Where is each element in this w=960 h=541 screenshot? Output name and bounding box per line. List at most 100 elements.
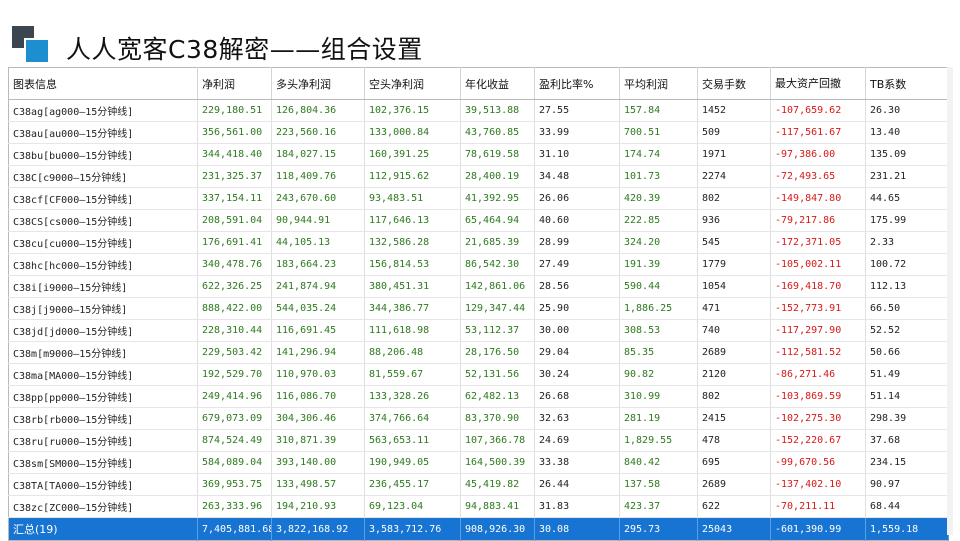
cell-trade-lots: 2120: [697, 363, 771, 386]
cell-chart-info: C38pp[pp000—15分钟线]: [8, 385, 198, 408]
column-header-max-drawdown[interactable]: 最大资产回撤: [770, 67, 866, 100]
table-row[interactable]: C38pp[pp000—15分钟线] 249,414.96 116,086.70 13…: [8, 385, 949, 408]
table-row[interactable]: C38cf[CF000—15分钟线] 337,154.11 243,670.60 93…: [8, 187, 949, 210]
table-row[interactable]: C38ma[MA000—15分钟线] 192,529.70 110,970.03 81…: [8, 363, 949, 386]
cell-win-rate: 28.56: [534, 275, 620, 298]
cell-trade-lots: 545: [697, 231, 771, 254]
cell-avg-profit: 1,886.25: [619, 297, 698, 320]
cell-max-drawdown: -169,418.70: [770, 275, 866, 298]
table-row[interactable]: C38sm[SM000—15分钟线] 584,089.04 393,140.00 19…: [8, 451, 949, 474]
cell-annual-return: 129,347.44: [460, 297, 535, 320]
table-row[interactable]: C38m[m9000—15分钟线] 229,503.42 141,296.94 88,…: [8, 341, 949, 364]
table-row[interactable]: C38CS[cs000—15分钟线] 208,591.04 90,944.91 117…: [8, 209, 949, 232]
cell-win-rate: 30.24: [534, 363, 620, 386]
cell-long-net-profit: 44,105.13: [271, 231, 365, 254]
cell-avg-profit: 423.37: [619, 495, 698, 518]
cell-max-drawdown: -102,275.30: [770, 407, 866, 430]
table-total-row[interactable]: 汇总(19) 7,405,881.68 3,822,168.92 3,583,712.…: [8, 517, 949, 541]
total-cell-chart-info: 汇总(19): [8, 517, 198, 541]
cell-avg-profit: 700.51: [619, 121, 698, 144]
total-cell-annual-return: 908,926.30: [460, 517, 535, 541]
table-row[interactable]: C38TA[TA000—15分钟线] 369,953.75 133,498.57 23…: [8, 473, 949, 496]
cell-win-rate: 27.55: [534, 99, 620, 122]
cell-short-net-profit: 160,391.25: [364, 143, 461, 166]
cell-long-net-profit: 118,409.76: [271, 165, 365, 188]
table-body: C38ag[ag000—15分钟线] 229,180.51 126,804.36 10…: [8, 99, 949, 541]
cell-long-net-profit: 116,086.70: [271, 385, 365, 408]
cell-trade-lots: 695: [697, 451, 771, 474]
cell-win-rate: 33.99: [534, 121, 620, 144]
cell-short-net-profit: 111,618.98: [364, 319, 461, 342]
cell-trade-lots: 622: [697, 495, 771, 518]
cell-trade-lots: 1452: [697, 99, 771, 122]
column-header-chart-info[interactable]: 图表信息: [8, 67, 198, 100]
cell-chart-info: C38i[i9000—15分钟线]: [8, 275, 198, 298]
table-row[interactable]: C38ag[ag000—15分钟线] 229,180.51 126,804.36 10…: [8, 99, 949, 122]
column-header-short-net-profit[interactable]: 空头净利润: [364, 67, 461, 100]
column-header-win-rate[interactable]: 盈利比率%: [534, 67, 620, 100]
cell-annual-return: 142,861.06: [460, 275, 535, 298]
cell-chart-info: C38C[c9000—15分钟线]: [8, 165, 198, 188]
cell-avg-profit: 324.20: [619, 231, 698, 254]
table-row[interactable]: C38bu[bu000—15分钟线] 344,418.40 184,027.15 16…: [8, 143, 949, 166]
cell-tb-coefficient: 44.65: [865, 187, 949, 210]
cell-chart-info: C38cu[cu000—15分钟线]: [8, 231, 198, 254]
cell-tb-coefficient: 2.33: [865, 231, 949, 254]
column-header-avg-profit[interactable]: 平均利润: [619, 67, 698, 100]
cell-win-rate: 31.10: [534, 143, 620, 166]
cell-max-drawdown: -112,581.52: [770, 341, 866, 364]
cell-max-drawdown: -149,847.80: [770, 187, 866, 210]
cell-net-profit: 622,326.25: [197, 275, 272, 298]
total-cell-max-drawdown: -601,390.99: [770, 517, 866, 541]
cell-net-profit: 176,691.41: [197, 231, 272, 254]
cell-annual-return: 62,482.13: [460, 385, 535, 408]
cell-short-net-profit: 190,949.05: [364, 451, 461, 474]
column-header-trade-lots[interactable]: 交易手数: [697, 67, 771, 100]
cell-annual-return: 21,685.39: [460, 231, 535, 254]
cell-annual-return: 45,419.82: [460, 473, 535, 496]
cell-tb-coefficient: 50.66: [865, 341, 949, 364]
table-row[interactable]: C38hc[hc000—15分钟线] 340,478.76 183,664.23 15…: [8, 253, 949, 276]
vertical-scrollbar[interactable]: [947, 67, 953, 535]
cell-avg-profit: 590.44: [619, 275, 698, 298]
cell-max-drawdown: -72,493.65: [770, 165, 866, 188]
table-row[interactable]: C38j[j9000—15分钟线] 888,422.00 544,035.24 344…: [8, 297, 949, 320]
column-header-annual-return[interactable]: 年化收益: [460, 67, 535, 100]
cell-win-rate: 24.69: [534, 429, 620, 452]
cell-annual-return: 65,464.94: [460, 209, 535, 232]
cell-chart-info: C38TA[TA000—15分钟线]: [8, 473, 198, 496]
cell-win-rate: 34.48: [534, 165, 620, 188]
total-cell-tb-coefficient: 1,559.18: [865, 517, 949, 541]
cell-tb-coefficient: 175.99: [865, 209, 949, 232]
table-row[interactable]: C38rb[rb000—15分钟线] 679,073.09 304,306.46 37…: [8, 407, 949, 430]
table-row[interactable]: C38au[au000—15分钟线] 356,561.00 223,560.16 13…: [8, 121, 949, 144]
cell-win-rate: 26.06: [534, 187, 620, 210]
cell-net-profit: 340,478.76: [197, 253, 272, 276]
table-row[interactable]: C38jd[jd000—15分钟线] 228,310.44 116,691.45 11…: [8, 319, 949, 342]
table-row[interactable]: C38zc[ZC000—15分钟线] 263,333.96 194,210.93 69…: [8, 495, 949, 518]
table-row[interactable]: C38C[c9000—15分钟线] 231,325.37 118,409.76 112…: [8, 165, 949, 188]
cell-net-profit: 369,953.75: [197, 473, 272, 496]
cell-chart-info: C38j[j9000—15分钟线]: [8, 297, 198, 320]
column-header-long-net-profit[interactable]: 多头净利润: [271, 67, 365, 100]
cell-trade-lots: 1054: [697, 275, 771, 298]
total-cell-avg-profit: 295.73: [619, 517, 698, 541]
cell-trade-lots: 1779: [697, 253, 771, 276]
cell-net-profit: 888,422.00: [197, 297, 272, 320]
cell-net-profit: 337,154.11: [197, 187, 272, 210]
table-row[interactable]: C38ru[ru000—15分钟线] 874,524.49 310,871.39 56…: [8, 429, 949, 452]
cell-chart-info: C38sm[SM000—15分钟线]: [8, 451, 198, 474]
column-header-net-profit[interactable]: 净利润: [197, 67, 272, 100]
column-header-tb-coefficient[interactable]: TB系数: [865, 67, 949, 100]
stacked-squares-icon: [12, 26, 50, 64]
cell-long-net-profit: 393,140.00: [271, 451, 365, 474]
cell-net-profit: 263,333.96: [197, 495, 272, 518]
cell-short-net-profit: 93,483.51: [364, 187, 461, 210]
cell-tb-coefficient: 37.68: [865, 429, 949, 452]
cell-net-profit: 249,414.96: [197, 385, 272, 408]
cell-long-net-profit: 243,670.60: [271, 187, 365, 210]
table-row[interactable]: C38cu[cu000—15分钟线] 176,691.41 44,105.13 132…: [8, 231, 949, 254]
cell-trade-lots: 2415: [697, 407, 771, 430]
cell-win-rate: 27.49: [534, 253, 620, 276]
table-row[interactable]: C38i[i9000—15分钟线] 622,326.25 241,874.94 380…: [8, 275, 949, 298]
